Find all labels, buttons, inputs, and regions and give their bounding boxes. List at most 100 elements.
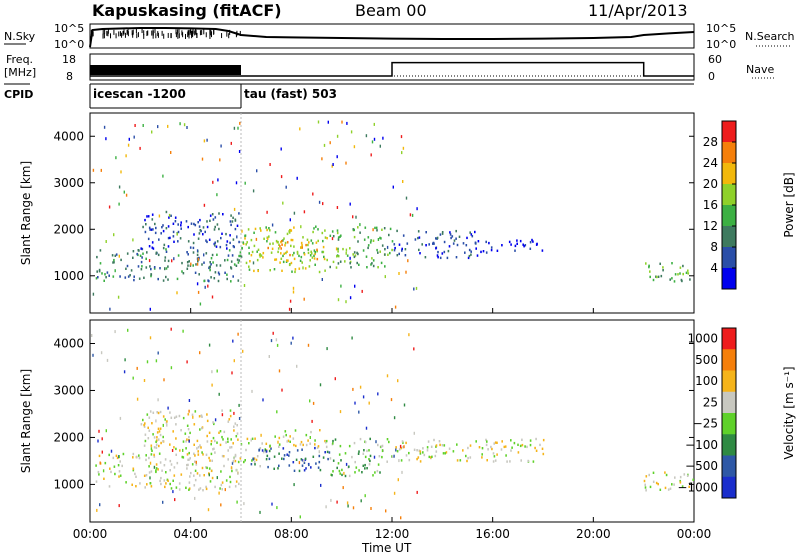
echo-cell (529, 247, 532, 250)
echo-cell (243, 502, 245, 506)
echo-cell (216, 240, 219, 243)
echo-cell (510, 439, 512, 442)
echo-cell (165, 275, 167, 279)
echo-cell (256, 169, 258, 173)
echo-cell (355, 466, 358, 469)
echo-cell (159, 410, 162, 414)
echo-cell (216, 193, 218, 197)
echo-cell (456, 459, 459, 462)
freq-right-tick-bottom: 0 (708, 70, 715, 83)
echo-cell (188, 458, 190, 461)
echo-cell (288, 454, 290, 457)
echo-cell (149, 482, 152, 485)
echo-cell (293, 251, 295, 255)
echo-cell (174, 216, 177, 219)
echo-cell (203, 203, 206, 207)
echo-cell (196, 447, 198, 450)
echo-cell (337, 250, 339, 253)
echo-cell (339, 260, 342, 263)
echo-cell (273, 268, 276, 271)
echo-cell (396, 254, 399, 257)
echo-cell (301, 261, 303, 264)
echo-cell (645, 489, 647, 492)
echo-cell (282, 201, 284, 205)
echo-cell (233, 126, 236, 130)
echo-cell (313, 249, 316, 252)
echo-cell (481, 447, 484, 450)
echo-cell (374, 226, 376, 230)
echo-cell (364, 494, 366, 498)
echo-cell (281, 243, 283, 246)
echo-cell (519, 239, 522, 243)
echo-cell (526, 445, 528, 449)
echo-cell (175, 437, 177, 440)
echo-cell (279, 245, 281, 248)
echo-cell (361, 289, 363, 293)
echo-cell (302, 266, 304, 270)
echo-cell (194, 454, 196, 457)
echo-cell (162, 279, 165, 282)
echo-cell (384, 253, 386, 256)
echo-cell (242, 349, 244, 353)
echo-cell (150, 444, 153, 447)
echo-cell (156, 439, 158, 442)
echo-cell (223, 464, 225, 468)
echo-cell (108, 485, 111, 488)
echo-cell (441, 232, 444, 235)
echo-cell (216, 253, 218, 256)
echo-cell (181, 270, 183, 273)
echo-cell (212, 436, 215, 440)
echo-cell (378, 455, 381, 458)
echo-cell (369, 241, 372, 244)
echo-cell (403, 445, 405, 449)
echo-cell (519, 444, 522, 448)
echo-cell (212, 448, 214, 451)
echo-cell (317, 445, 320, 448)
echo-cell (316, 248, 318, 251)
echo-cell (396, 229, 398, 233)
echo-cell (207, 284, 209, 288)
echo-cell (134, 472, 136, 476)
echo-cell (259, 447, 262, 450)
echo-cell (348, 465, 350, 468)
colorbar-tick-label: 25 (703, 395, 718, 409)
echo-cell (529, 439, 532, 442)
echo-cell (349, 202, 351, 206)
echo-cell (187, 253, 189, 256)
echo-cell (332, 442, 334, 445)
echo-cell (433, 242, 435, 245)
echo-cell (352, 215, 354, 219)
echo-cell (377, 392, 379, 396)
echo-cell (234, 218, 237, 221)
echo-cell (268, 457, 271, 461)
echo-cell (452, 450, 455, 453)
echo-cell (302, 236, 304, 239)
echo-cell (150, 228, 153, 231)
echo-cell (218, 491, 220, 495)
echo-cell (430, 456, 432, 459)
echo-cell (353, 228, 355, 232)
echo-cell (226, 258, 229, 262)
echo-cell (401, 440, 404, 443)
echo-cell (416, 449, 418, 452)
echo-cell (115, 454, 118, 457)
y-tick-label: 2000 (53, 430, 84, 444)
echo-cell (349, 296, 352, 300)
echo-cell (522, 243, 524, 246)
echo-cell (393, 249, 396, 252)
echo-cell (162, 435, 164, 439)
echo-cell (155, 463, 158, 466)
echo-cell (436, 236, 439, 240)
echo-cell (470, 250, 472, 253)
echo-cell (108, 274, 110, 277)
echo-cell (170, 327, 172, 331)
echo-cell (353, 255, 356, 259)
echo-cell (290, 341, 292, 345)
echo-cell (148, 465, 150, 468)
echo-cell (469, 456, 472, 459)
echo-cell (136, 397, 139, 401)
echo-cell (311, 419, 313, 423)
echo-cell (250, 254, 253, 257)
echo-cell (141, 247, 144, 251)
echo-cell (192, 264, 194, 267)
